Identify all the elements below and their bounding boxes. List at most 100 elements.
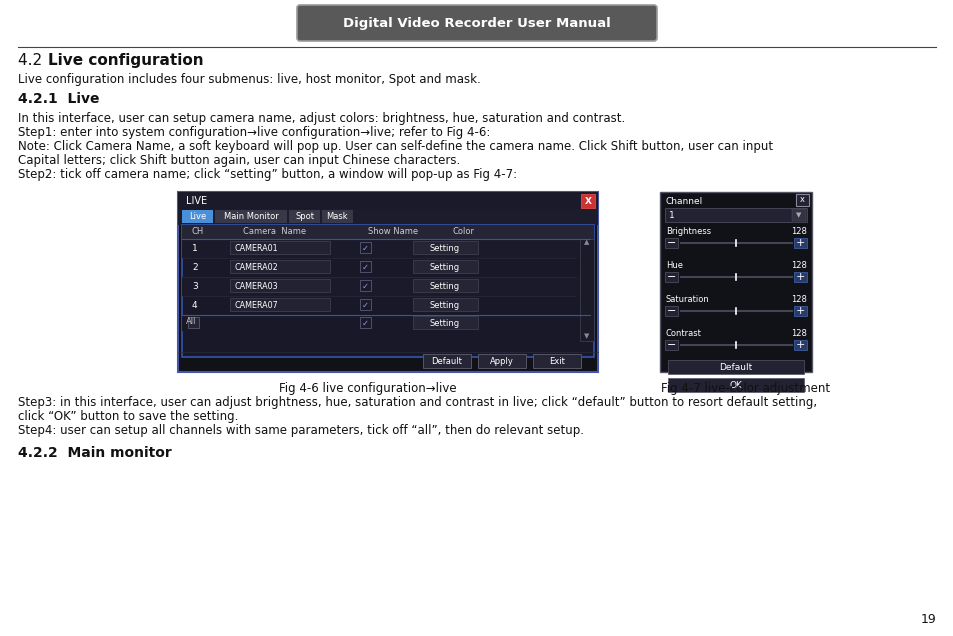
Bar	[182, 315, 579, 331]
Text: ✓: ✓	[361, 319, 369, 328]
Bar	[413, 279, 477, 292]
Bar	[422, 354, 471, 368]
Text: Setting: Setting	[430, 301, 459, 310]
Text: Saturation: Saturation	[665, 296, 709, 305]
Bar	[413, 260, 477, 273]
Bar	[664, 306, 678, 316]
Bar	[580, 194, 595, 208]
Text: Live configuration includes four submenus: live, host monitor, Spot and mask.: Live configuration includes four submenu…	[18, 73, 480, 86]
Bar	[359, 317, 371, 328]
Text: CAMERA01: CAMERA01	[234, 244, 278, 253]
Text: ▲: ▲	[583, 239, 589, 245]
Bar	[579, 239, 594, 341]
Text: 19: 19	[920, 613, 935, 626]
Bar	[230, 241, 330, 254]
Text: ▼: ▼	[796, 212, 801, 218]
Text: Color: Color	[453, 228, 475, 237]
Text: 3: 3	[192, 282, 197, 291]
Text: 128: 128	[790, 296, 806, 305]
Text: +: +	[795, 306, 804, 316]
Text: Spot: Spot	[294, 212, 314, 221]
Text: +: +	[795, 238, 804, 248]
Bar	[664, 238, 678, 248]
Text: Capital letters; click Shift button again, user can input Chinese characters.: Capital letters; click Shift button agai…	[18, 154, 459, 167]
Text: X: X	[584, 197, 591, 205]
Text: −: −	[666, 340, 676, 350]
Text: Note: Click Camera Name, a soft keyboard will pop up. User can self-define the c: Note: Click Camera Name, a soft keyboard…	[18, 140, 772, 153]
Text: 1: 1	[668, 211, 674, 219]
Bar	[793, 306, 806, 316]
Text: 4.2.2  Main monitor: 4.2.2 Main monitor	[18, 446, 172, 460]
Text: Brightness: Brightness	[665, 228, 710, 237]
Bar	[230, 298, 330, 311]
Bar	[793, 238, 806, 248]
Bar	[667, 360, 803, 374]
Text: Default: Default	[719, 363, 752, 371]
Text: ✓: ✓	[361, 301, 369, 310]
Text: Show Name: Show Name	[368, 228, 417, 237]
Bar	[182, 277, 579, 296]
Text: Digital Video Recorder User Manual: Digital Video Recorder User Manual	[343, 17, 610, 29]
Text: Setting: Setting	[430, 244, 459, 253]
Text: ✓: ✓	[361, 244, 369, 253]
Text: Fig 4-6 live configuration→live: Fig 4-6 live configuration→live	[279, 382, 456, 395]
Text: CH: CH	[192, 228, 204, 237]
Bar	[477, 354, 525, 368]
Bar	[182, 210, 213, 223]
Bar	[322, 210, 353, 223]
Text: Channel: Channel	[665, 197, 702, 205]
Text: −: −	[666, 306, 676, 316]
Text: Step3: in this interface, user can adjust brightness, hue, saturation and contra: Step3: in this interface, user can adjus…	[18, 396, 817, 409]
Text: All: All	[186, 317, 196, 326]
Bar	[182, 225, 594, 357]
Bar	[413, 316, 477, 329]
Bar	[413, 241, 477, 254]
Bar	[664, 272, 678, 282]
Text: Step2: tick off camera name; click “setting” button, a window will pop-up as Fig: Step2: tick off camera name; click “sett…	[18, 168, 517, 181]
Text: click “OK” button to save the setting.: click “OK” button to save the setting.	[18, 410, 238, 423]
FancyBboxPatch shape	[296, 5, 657, 41]
Text: Hue: Hue	[665, 261, 682, 270]
Text: Main Monitor: Main Monitor	[223, 212, 278, 221]
Text: Setting: Setting	[430, 282, 459, 291]
Bar	[413, 298, 477, 311]
Bar	[664, 340, 678, 350]
Bar	[359, 242, 371, 253]
Text: 128: 128	[790, 261, 806, 270]
Text: ✓: ✓	[361, 282, 369, 291]
Bar	[178, 209, 598, 225]
Text: Apply: Apply	[490, 357, 514, 366]
Text: +: +	[795, 340, 804, 350]
Bar	[182, 225, 594, 239]
Text: Camera  Name: Camera Name	[243, 228, 306, 237]
Bar	[359, 299, 371, 310]
Text: 1: 1	[192, 244, 197, 253]
Bar	[791, 209, 805, 221]
Bar	[178, 192, 598, 372]
Text: LIVE: LIVE	[186, 195, 207, 205]
Text: Contrast: Contrast	[665, 329, 701, 338]
Text: OK: OK	[729, 380, 741, 389]
Text: Setting: Setting	[430, 319, 459, 328]
Bar	[359, 261, 371, 272]
Text: +: +	[795, 272, 804, 282]
Bar	[182, 239, 579, 258]
Text: 4: 4	[192, 301, 197, 310]
Text: Mask: Mask	[326, 212, 348, 221]
Bar	[178, 192, 598, 209]
Text: Step1: enter into system configuration→live configuration→live; refer to Fig 4-6: Step1: enter into system configuration→l…	[18, 126, 490, 139]
Text: Default: Default	[431, 357, 462, 366]
Text: x: x	[800, 195, 804, 205]
Text: CAMERA03: CAMERA03	[234, 282, 278, 291]
Text: CAMERA02: CAMERA02	[234, 263, 278, 272]
Bar	[214, 210, 287, 223]
Text: Live: Live	[189, 212, 206, 221]
Text: 128: 128	[790, 228, 806, 237]
Text: ✓: ✓	[361, 263, 369, 272]
Bar	[667, 378, 803, 392]
Text: Exit: Exit	[549, 357, 564, 366]
Text: Step4: user can setup all channels with same parameters, tick off “all”, then do: Step4: user can setup all channels with …	[18, 424, 583, 437]
Text: 2: 2	[192, 263, 197, 272]
Text: In this interface, user can setup camera name, adjust colors: brightness, hue, s: In this interface, user can setup camera…	[18, 112, 624, 125]
Text: Setting: Setting	[430, 263, 459, 272]
